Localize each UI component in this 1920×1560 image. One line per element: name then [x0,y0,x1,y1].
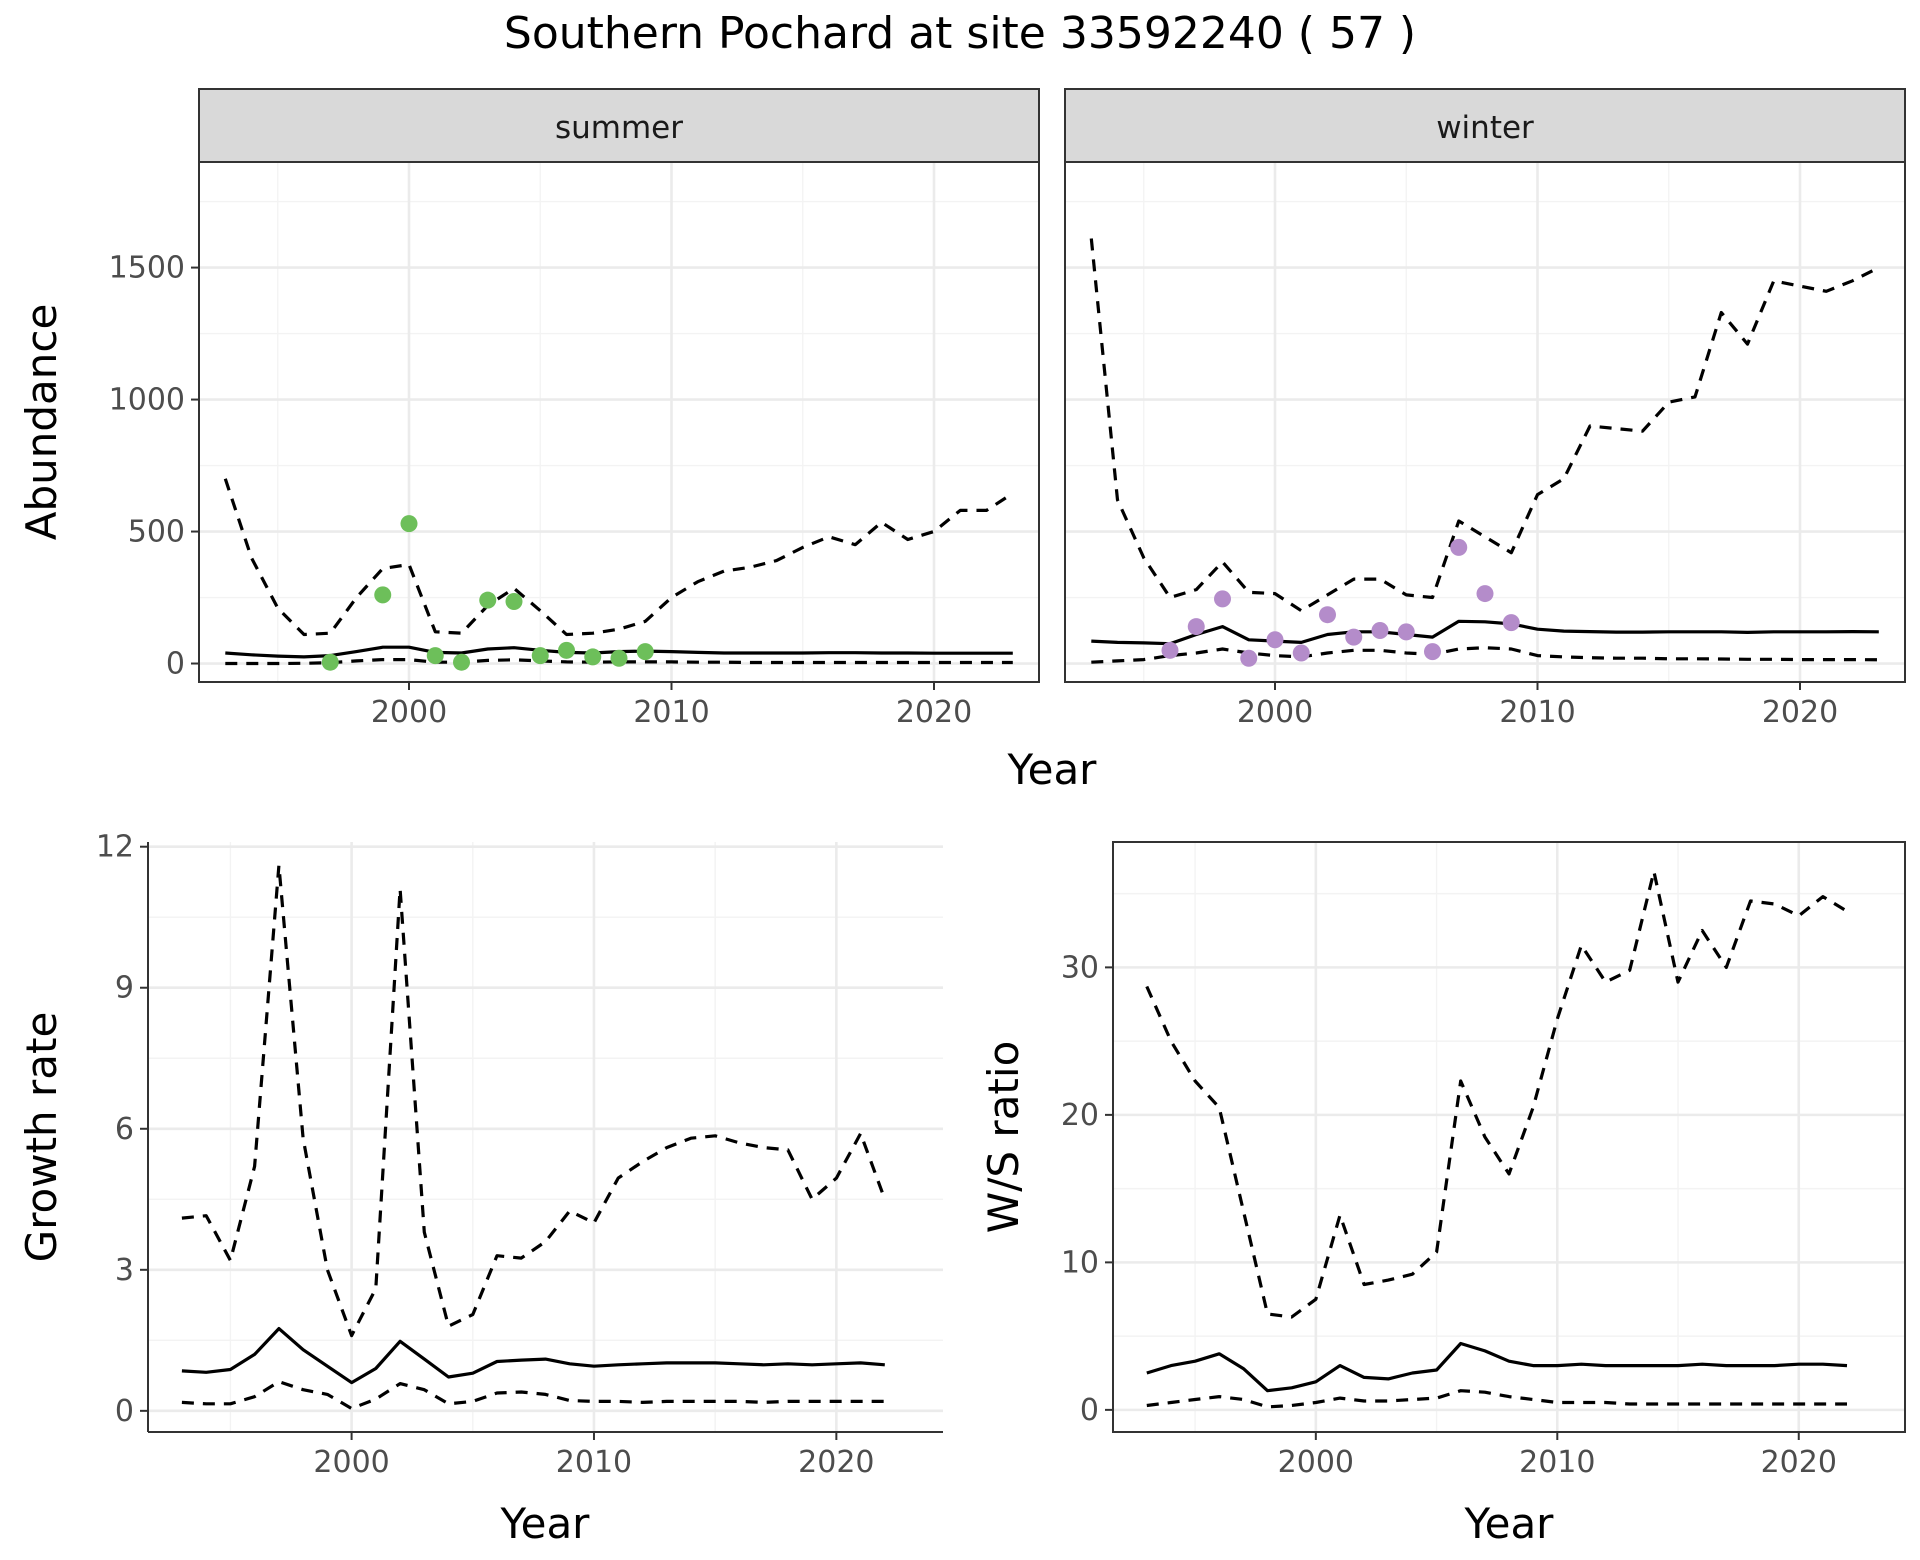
x-tick-label: 2020 [1761,1445,1837,1480]
winter-observation-point [1450,538,1468,556]
winter-observation-point [1397,623,1415,641]
y-tick-label: 30 [1061,950,1099,985]
ws-y-axis-title: W/S ratio [979,1041,1028,1234]
winter-observation-point [1266,631,1284,649]
ws-lower-bound-line [1146,1389,1847,1409]
x-tick-label: 2010 [556,1445,632,1480]
summer-observation-point [505,592,523,610]
summer-observation-point [400,515,418,533]
summer-lower-bound-line [225,658,1013,666]
y-tick-label: 10 [1061,1245,1099,1280]
plot-frame-ws [1112,841,1906,1433]
y-tick-label: 1500 [109,251,185,286]
y-tick-label: 500 [128,515,185,550]
x-tick-label: 2020 [798,1445,874,1480]
x-tick-label: 2020 [896,695,972,730]
strip-label-winter: winter [1436,110,1534,146]
strip-winter [1064,88,1906,163]
growth-upper-bound-line [181,863,887,1338]
winter-observation-point [1345,628,1363,646]
abundance-winter-panel: winter 2000 2010 2020 [1064,88,1906,730]
growth-mean-line [181,1327,885,1385]
summer-observation-point [374,586,392,604]
summer-observation-point [453,653,470,671]
growth-rate-panel: 2000 2010 2020 0 3 6 9 12 [96,830,943,1480]
abundance-x-axis-title: Year [1007,745,1098,794]
x-tick-label: 2000 [1278,1445,1354,1480]
y-tick-label: 0 [1080,1393,1099,1428]
figure-title: Southern Pochard at site 33592240 ( 57 ) [504,8,1416,59]
y-tick-label: 20 [1061,1098,1099,1133]
summer-observation-point [321,653,339,671]
y-tick-label: 0 [115,1394,134,1429]
summer-observation-point [531,647,549,665]
winter-observation-point [1161,641,1179,659]
winter-observation-point [1292,644,1310,662]
summer-observation-point [584,648,602,666]
winter-observation-point [1214,590,1231,608]
y-tick-label: 12 [96,830,134,865]
summer-observation-point [479,591,497,609]
growth-y-axis-title: Growth rate [17,1012,66,1263]
y-tick-label: 9 [115,971,134,1006]
x-tick-label: 2000 [313,1445,389,1480]
growth-lower-bound-line [181,1380,885,1411]
plot-frame-summer [198,161,1040,683]
summer-upper-bound-line [223,478,1014,637]
strip-label-summer: summer [555,110,683,146]
growth-x-axis-title: Year [500,1499,591,1548]
y-tick-label: 6 [115,1112,134,1147]
summer-observation-point [636,643,654,661]
winter-observation-point [1371,622,1389,640]
winter-mean-line [1091,619,1879,646]
summer-observation-point [558,641,575,659]
summer-observation-point [610,649,628,667]
winter-observation-point [1240,649,1258,667]
ws-mean-line [1146,1341,1848,1393]
y-tick-label: 3 [115,1253,134,1288]
abundance-y-axis-title: Abundance [17,304,66,541]
ws-upper-bound-line [1145,869,1848,1319]
abundance-summer-panel: summer 2000 2010 2020 0 500 1000 1500 [109,88,1040,730]
winter-observation-point [1424,643,1441,661]
x-tick-label: 2000 [371,695,447,730]
y-tick-label: 0 [166,647,185,682]
summer-observation-point [426,647,444,665]
winter-observation-point [1187,618,1205,636]
x-tick-label: 2010 [633,695,709,730]
y-tick-label: 1000 [109,383,185,418]
x-tick-label: 2020 [1762,695,1838,730]
winter-observation-point [1319,606,1336,624]
winter-observation-point [1502,614,1520,632]
winter-observation-point [1476,585,1494,603]
winter-lower-bound-line [1091,646,1879,664]
x-tick-label: 2010 [1519,1445,1595,1480]
x-tick-label: 2010 [1499,695,1575,730]
plot-frame-winter [1064,161,1906,683]
winter-upper-bound-line [1089,238,1880,613]
ws-x-axis-title: Year [1464,1499,1555,1548]
strip-summer [198,88,1040,163]
x-tick-label: 2000 [1237,695,1313,730]
ws-ratio-panel: 2000 2010 2020 0 10 20 30 [1061,841,1906,1480]
